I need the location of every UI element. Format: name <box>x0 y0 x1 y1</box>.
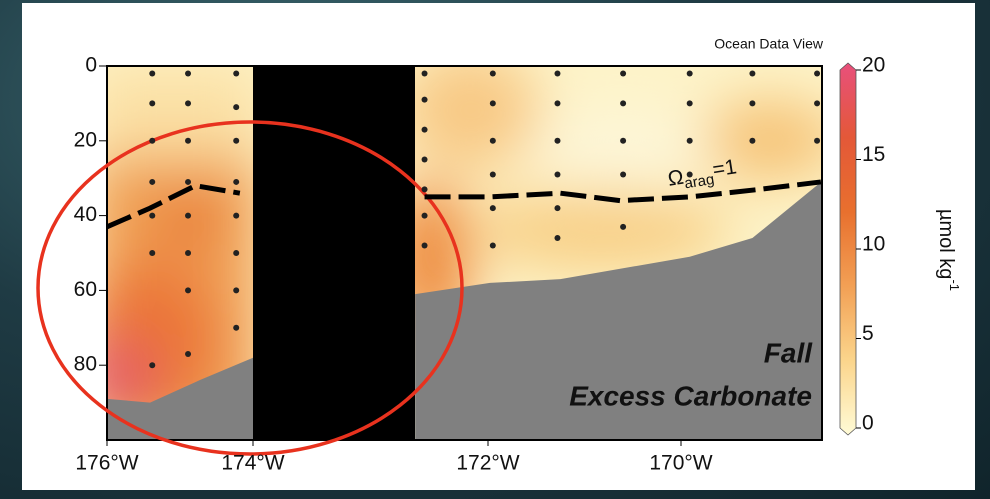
colorbar-tick-label: 5 <box>862 322 874 345</box>
sample-point <box>686 171 693 178</box>
sample-point <box>185 178 192 185</box>
sample-point <box>489 70 496 77</box>
sample-point <box>421 96 428 103</box>
colorbar-tick-label: 15 <box>862 143 885 166</box>
sample-point <box>421 242 428 249</box>
sample-point <box>489 100 496 107</box>
sample-point <box>554 171 561 178</box>
x-tick-label: 176°W <box>75 452 138 475</box>
sample-point <box>233 324 240 331</box>
sample-point <box>149 100 156 107</box>
colorbar-tick-label: 0 <box>862 412 874 435</box>
sample-point <box>149 250 156 256</box>
x-tick-label: 174°W <box>221 452 284 475</box>
sample-point <box>421 186 428 193</box>
y-tick-label: 60 <box>74 278 97 301</box>
plot-frame <box>106 65 823 441</box>
sample-point <box>233 104 240 111</box>
colorbar <box>839 62 857 436</box>
colorbar-label: µmol kg-1 <box>935 209 962 291</box>
sample-point <box>749 70 756 77</box>
sample-point <box>233 250 240 256</box>
colorbar-tick-label: 20 <box>862 54 885 77</box>
sample-point <box>686 100 693 107</box>
sample-point <box>620 223 627 230</box>
sample-point <box>814 137 821 144</box>
colorbar-tick-label: 10 <box>862 233 885 256</box>
y-tick-label: 20 <box>74 128 97 151</box>
colorbar-label-part: µmol kg <box>935 209 957 279</box>
sample-point <box>620 70 627 77</box>
sample-point <box>149 70 156 77</box>
sample-point <box>814 100 821 107</box>
sample-point <box>185 212 192 219</box>
sample-point <box>421 156 428 163</box>
y-tick-label: 40 <box>74 203 97 226</box>
sample-point <box>185 137 192 144</box>
no-data-gap <box>253 66 415 440</box>
sample-point <box>686 70 693 77</box>
sample-point <box>489 137 496 144</box>
colorbar-label-part: -1 <box>947 279 962 291</box>
sample-point <box>421 126 428 133</box>
highlight-ellipse <box>36 120 464 456</box>
sample-point <box>149 178 156 185</box>
sample-point <box>554 100 561 107</box>
y-tick-label: 80 <box>74 353 97 376</box>
sample-point <box>554 235 561 242</box>
sample-point <box>233 178 240 185</box>
sample-point <box>149 212 156 219</box>
sample-point <box>185 287 192 294</box>
field <box>107 66 822 440</box>
annotation: Fall <box>764 337 813 368</box>
x-tick-label: 170°W <box>649 452 712 475</box>
contour-label-part: Ω <box>666 165 685 190</box>
sample-point <box>620 100 627 107</box>
sample-point <box>554 70 561 77</box>
sample-point <box>421 70 428 77</box>
sample-point <box>489 171 496 178</box>
sample-point <box>149 137 156 144</box>
sample-point <box>185 350 192 357</box>
sample-point <box>233 70 240 77</box>
sample-point <box>185 70 192 77</box>
sample-point <box>554 137 561 144</box>
sample-point <box>749 137 756 144</box>
contour-line <box>106 179 822 230</box>
sample-point <box>749 100 756 107</box>
contour-label-part: =1 <box>711 155 738 181</box>
sample-point <box>489 205 496 212</box>
seafloor <box>107 181 822 440</box>
sample-point <box>620 171 627 178</box>
sample-point <box>489 242 496 249</box>
sample-point <box>233 212 240 219</box>
sample-point <box>185 100 192 107</box>
sample-point <box>421 212 428 219</box>
sample-point <box>686 137 693 144</box>
sample-point <box>185 250 192 256</box>
sample-point <box>233 287 240 294</box>
annotation: Excess Carbonate <box>569 380 812 411</box>
sample-point <box>554 205 561 212</box>
source-label: Ocean Data View <box>714 36 824 52</box>
sample-point <box>814 70 821 77</box>
sample-point <box>149 362 156 369</box>
sample-point <box>620 137 627 144</box>
sample-point <box>233 137 240 144</box>
y-tick-label: 0 <box>85 54 97 77</box>
x-tick-label: 172°W <box>456 452 519 475</box>
